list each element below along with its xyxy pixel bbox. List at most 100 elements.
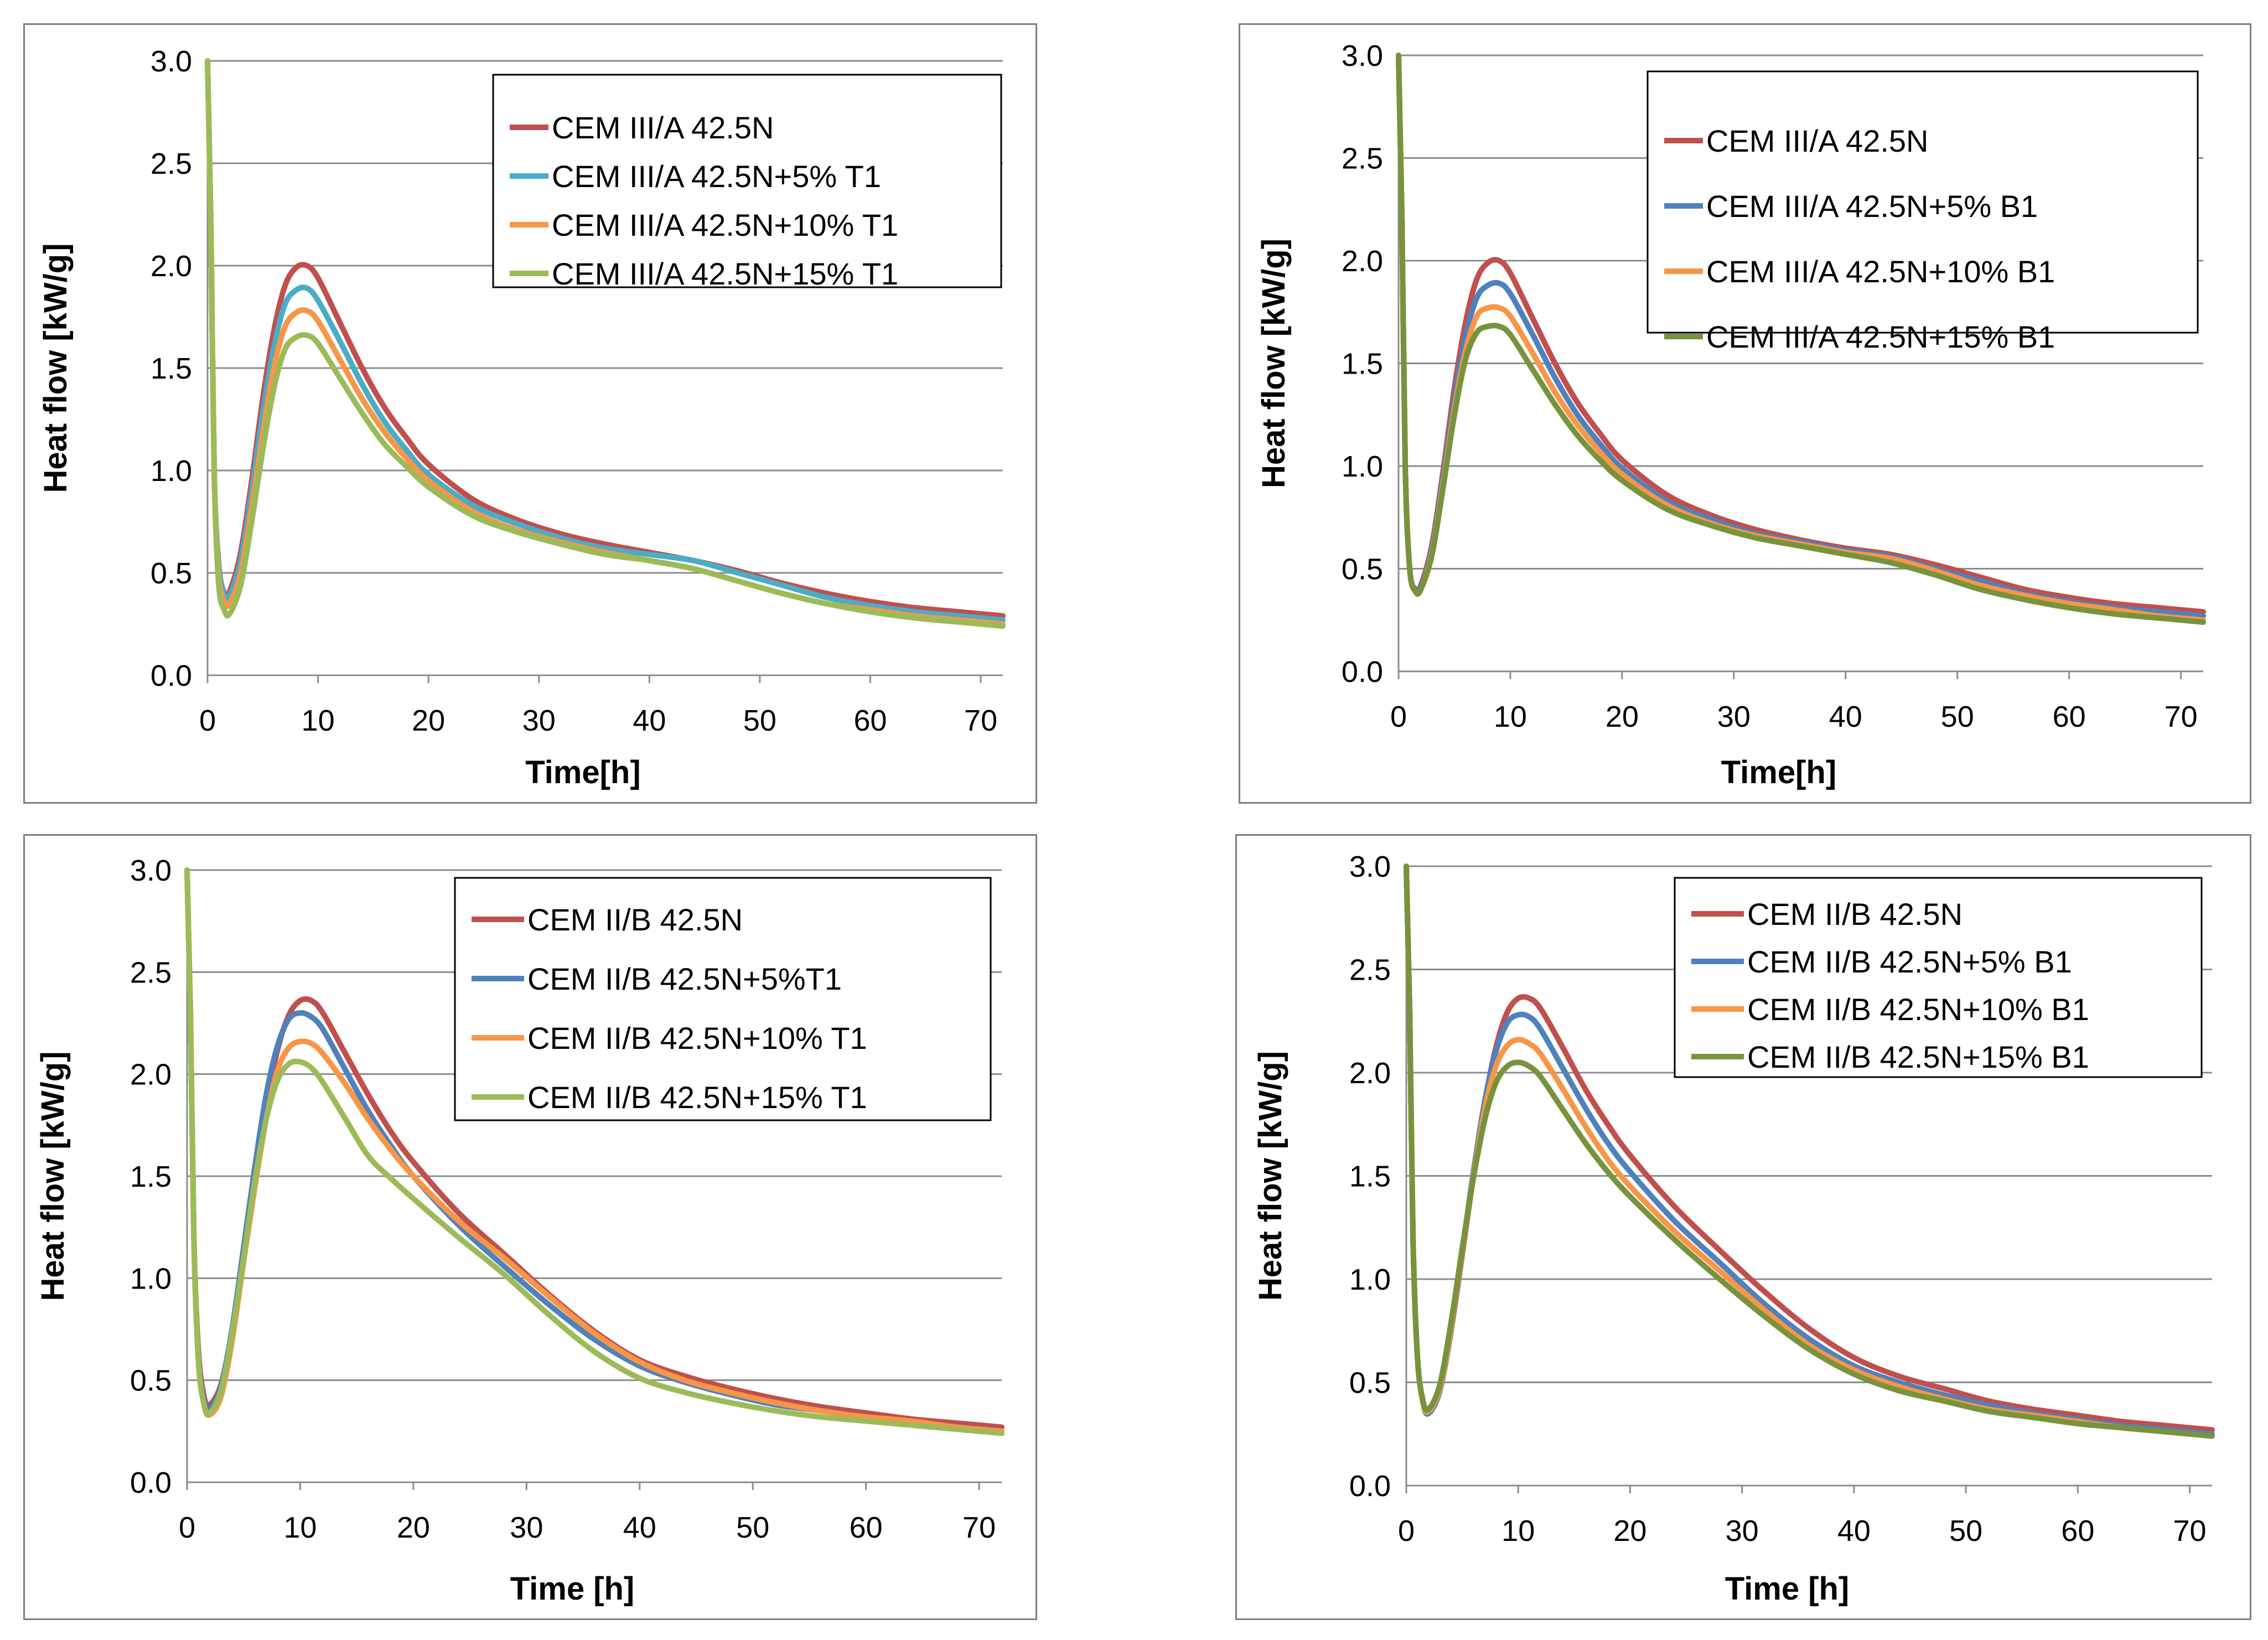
x-tick-label: 0: [179, 1511, 195, 1544]
y-tick-label: 2.0: [1342, 245, 1383, 278]
legend-label: CEM II/B 42.5N+5%T1: [527, 961, 842, 996]
x-tick-label: 30: [510, 1511, 543, 1544]
x-axis-title: Time [h]: [510, 1571, 635, 1607]
x-tick-label: 70: [964, 704, 997, 737]
x-tick-label: 40: [623, 1511, 656, 1544]
x-tick-label: 40: [1837, 1514, 1871, 1548]
series-line-4: [1404, 863, 2215, 1439]
y-tick-label: 2.0: [1349, 1057, 1391, 1090]
x-tick-label: 0: [199, 704, 216, 737]
y-tick-label: 1.5: [1342, 348, 1383, 381]
legend-label: CEM III/A 42.5N+10% T1: [552, 208, 898, 242]
x-tick-label: 40: [633, 704, 666, 737]
series-line-4: [205, 58, 1006, 629]
y-tick-label: 1.5: [151, 352, 192, 385]
legend-box: [1674, 877, 2203, 1078]
x-tick-label: 50: [1949, 1514, 1982, 1548]
x-tick-label: 0: [1398, 1514, 1415, 1548]
legend-label: CEM II/B 42.5N+10% B1: [1747, 992, 2089, 1027]
y-tick-label: 2.5: [1349, 954, 1391, 987]
y-axis-title: Heat flow [kW/g]: [38, 243, 74, 493]
y-tick-label: 2.5: [151, 147, 192, 180]
x-tick-label: 50: [743, 704, 776, 737]
y-tick-label: 0.0: [1349, 1470, 1391, 1503]
y-axis-title: Heat flow [kW/g]: [1256, 239, 1292, 488]
x-tick-label: 20: [1613, 1514, 1646, 1548]
y-tick-label: 3.0: [1342, 39, 1383, 73]
legend-label: CEM III/A 42.5N: [552, 110, 774, 145]
legend-label: CEM II/B 42.5N: [1747, 897, 1963, 932]
y-tick-label: 1.5: [1349, 1160, 1391, 1193]
legend-box: [1646, 70, 2199, 334]
x-axis-title: Time[h]: [1721, 754, 1836, 790]
x-tick-label: 30: [522, 704, 556, 737]
x-tick-label: 10: [283, 1511, 317, 1544]
y-tick-label: 0.5: [130, 1364, 172, 1398]
legend-label: CEM III/A 42.5N+5% T1: [552, 159, 881, 194]
legend-label: CEM III/A 42.5N+15% B1: [1706, 319, 2055, 354]
legend-label: CEM II/B 42.5N+15% T1: [527, 1080, 867, 1115]
legend-label: CEM II/B 42.5N+10% T1: [527, 1021, 867, 1056]
x-tick-label: 0: [1390, 700, 1407, 733]
y-tick-label: 0.5: [1342, 553, 1383, 586]
y-tick-label: 0.0: [151, 659, 192, 692]
y-tick-label: 2.0: [130, 1058, 172, 1091]
x-tick-label: 60: [2061, 1514, 2094, 1548]
chart-1: 0.0 0.5 1.0 1.5 2.0 2.5 3.0 0 10 20 30 40 50 60 70 Time…: [38, 45, 1006, 790]
y-tick-label: 2.5: [1342, 142, 1383, 175]
y-tick-label: 2.5: [130, 956, 172, 989]
series-line-4: [1396, 53, 2206, 625]
y-tick-label: 1.0: [151, 454, 192, 488]
x-tick-label: 60: [853, 704, 887, 737]
y-axis-title: Heat flow [kW/g]: [1252, 1051, 1288, 1301]
x-tick-label: 70: [2173, 1514, 2207, 1548]
y-tick-label: 0.5: [1349, 1367, 1391, 1400]
chart-2: 0.0 0.5 1.0 1.5 2.0 2.5 3.0 0 10 20 30 40 50 60 70 Time…: [1256, 39, 2206, 790]
x-tick-label: 60: [2053, 700, 2086, 733]
x-tick-label: 10: [1501, 1514, 1535, 1548]
y-tick-label: 1.0: [1342, 450, 1383, 483]
y-tick-label: 0.5: [151, 557, 192, 590]
x-tick-label: 30: [1717, 700, 1751, 733]
x-tick-label: 60: [850, 1511, 883, 1544]
x-tick-label: 10: [1494, 700, 1527, 733]
legend-label: CEM II/B 42.5N: [527, 902, 743, 937]
y-tick-label: 0.0: [130, 1466, 172, 1499]
x-tick-label: 70: [2165, 700, 2198, 733]
legend-label: CEM III/A 42.5N+10% B1: [1706, 254, 2055, 289]
y-tick-label: 3.0: [130, 854, 172, 887]
y-tick-label: 0.0: [1342, 655, 1383, 689]
x-tick-label: 50: [736, 1511, 769, 1544]
x-axis-title: Time[h]: [525, 754, 640, 790]
chart-panel-3: 0.0 0.5 1.0 1.5 2.0 2.5 3.0 0 10 20 30 40 50 60 70 Time…: [23, 834, 1037, 1620]
x-tick-label: 20: [397, 1511, 430, 1544]
legend-label: CEM III/A 42.5N+5% B1: [1706, 189, 2038, 224]
x-tick-label: 30: [1726, 1514, 1759, 1548]
legend-label: CEM II/B 42.5N+5% B1: [1747, 944, 2072, 979]
y-tick-label: 1.5: [130, 1160, 172, 1193]
chart-3: 0.0 0.5 1.0 1.5 2.0 2.5 3.0 0 10 20 30 40 50 60 70 Time…: [35, 854, 1004, 1607]
legend-label: CEM II/B 42.5N+15% B1: [1747, 1039, 2089, 1074]
x-tick-label: 20: [1606, 700, 1639, 733]
chart-panel-2: 0.0 0.5 1.0 1.5 2.0 2.5 3.0 0 10 20 30 40 50 60 70 Time…: [1239, 23, 2251, 804]
x-tick-label: 70: [962, 1511, 996, 1544]
x-tick-label: 40: [1829, 700, 1862, 733]
legend-label: CEM III/A 42.5N+15% T1: [552, 256, 898, 291]
legend-label: CEM III/A 42.5N: [1706, 123, 1929, 158]
y-tick-label: 1.0: [1349, 1263, 1391, 1296]
chart-4: 0.0 0.5 1.0 1.5 2.0 2.5 3.0 0 10 20 30 40 50 60 70 Time…: [1252, 850, 2215, 1607]
chart-panel-1: 0.0 0.5 1.0 1.5 2.0 2.5 3.0 0 10 20 30 40 50 60 70 Time…: [23, 23, 1037, 804]
y-axis-title: Heat flow [kW/g]: [35, 1051, 71, 1301]
x-tick-label: 20: [412, 704, 445, 737]
legend-box: [492, 74, 1002, 288]
x-tick-label: 50: [1941, 700, 1974, 733]
y-tick-label: 2.0: [151, 250, 192, 283]
y-tick-label: 3.0: [1349, 850, 1391, 883]
x-tick-label: 10: [302, 704, 335, 737]
legend-box: [454, 877, 992, 1121]
y-tick-label: 1.0: [130, 1262, 172, 1295]
x-axis-title: Time [h]: [1725, 1571, 1850, 1607]
y-tick-label: 3.0: [151, 45, 192, 78]
chart-panel-4: 0.0 0.5 1.0 1.5 2.0 2.5 3.0 0 10 20 30 40 50 60 70 Time…: [1235, 834, 2251, 1620]
series-line-4: [184, 867, 1004, 1436]
